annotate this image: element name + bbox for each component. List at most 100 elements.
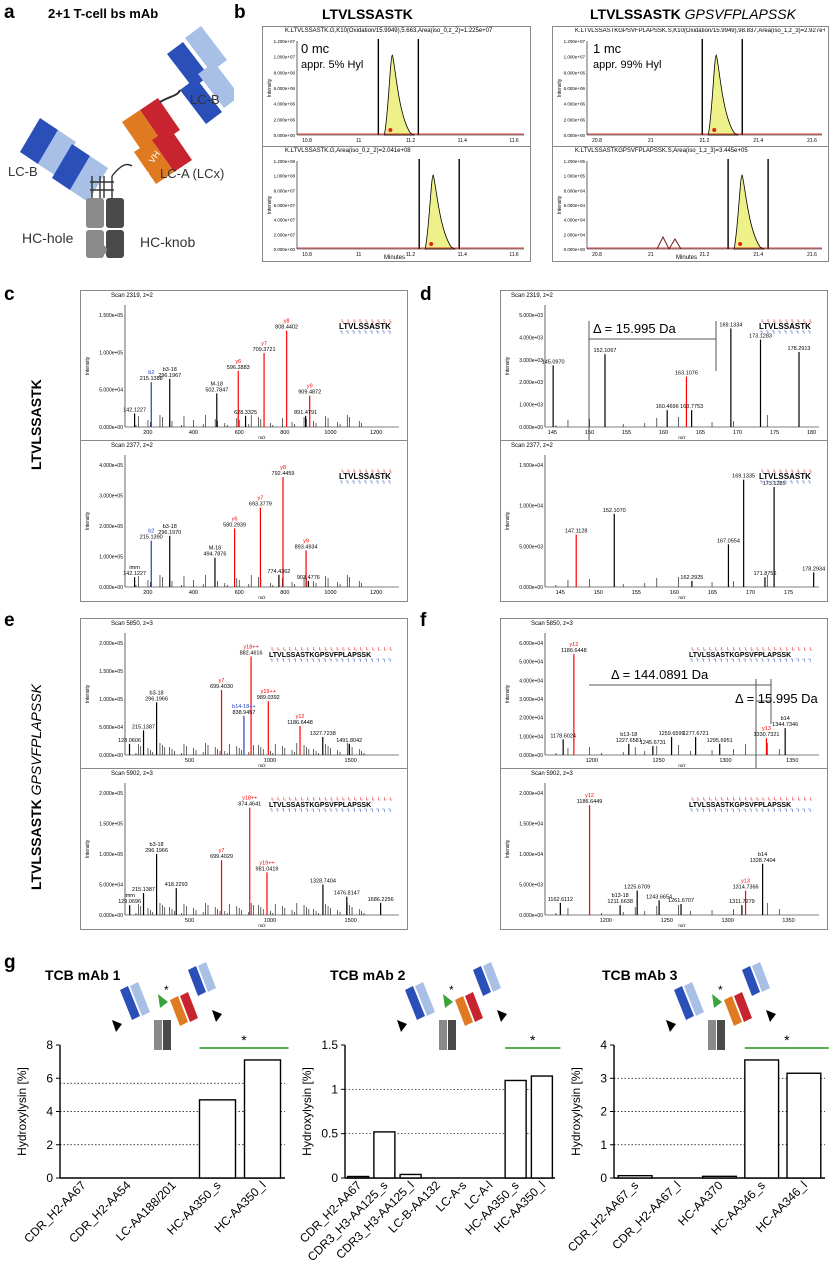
y-tick-label: 0.000e+00 [564,133,586,138]
b-ion-tick [790,330,793,334]
mini-antibody-asterisk: * [718,983,723,997]
y-ion-tick [389,797,393,801]
peak-label: 163.1076 [675,371,698,377]
peak-label: 1277.6721 [683,731,709,737]
x-tick-label: 200 [143,430,152,436]
mini-antibody-fab [170,996,188,1026]
peak-label: 1491.8042 [336,738,362,744]
ion-label: b14 [781,716,790,722]
b-ion-tick [778,658,781,662]
peak-label: 1311.7279 [729,899,755,905]
ion-label: y9 [303,538,309,544]
chrom-annotation-hyl: appr. 99% Hyl [593,59,662,71]
spectrum-f-bottom: 0.000e+00 5.000e+03 1.000e+04 1.500e+04 2.00… [505,783,819,928]
x-tick-label: 145 [556,590,565,596]
y-tick-label: 4.000e+04 [564,218,586,223]
b-ion-tick [772,808,775,812]
y-ion-tick [791,319,794,323]
b-ion-tick [784,480,787,484]
b-ion-tick [802,330,805,334]
x-tick-label: 21 [648,252,654,258]
peak-label: 693.3779 [249,502,272,508]
chromatogram-peak [733,174,765,250]
mini-antibody-site [712,994,722,1008]
y-ion-tick [786,797,789,801]
x-tick-label: 11.4 [458,138,468,144]
bar [744,1059,780,1179]
y-tick-label: 2.000e+07 [274,232,296,237]
peak-label: 296.1967 [158,373,181,379]
b-ion-tick [796,808,799,812]
y-ion-tick [727,647,730,651]
b-ion-tick [808,330,811,334]
sequence-annotation: LTVLSSASTKGPSVFPLAPSSK [689,802,791,809]
y-tick-label: 1.000e+05 [99,852,123,858]
b-ion-tick [346,480,349,484]
y-ion-tick [703,647,706,651]
b-ion-tick [299,808,302,812]
ion-label: y12 [569,642,578,648]
peak-label: 296.1966 [145,848,168,854]
y-ion-tick [785,319,788,323]
mini-antibody-fab [180,992,198,1022]
b-ion-tick [388,808,391,812]
fc-region [86,198,124,258]
peak-label: 502.7847 [205,387,228,393]
y-ion-tick [773,469,776,473]
chart-title: TCB mAb 1 [45,967,121,983]
y-ion-tick [341,319,344,323]
b-ion-tick [388,658,391,662]
y-tick-label: 6.000e+06 [564,86,586,91]
x-tick-label: 160 [670,590,679,596]
ion-label: b3-18 [163,367,177,373]
b-ion-tick [695,808,699,812]
y-tick-label: 1.000e+05 [99,697,123,703]
delta-label-1: Δ = 144.0891 Da [611,667,709,682]
x-tick-label: 1000 [324,430,336,436]
b-ion-tick [346,808,350,812]
b-ion-tick [370,330,373,334]
side-label-cd: LTVLSSASTK [28,379,44,470]
b-ion-tick [376,808,379,812]
scan-label: Scan 5902, z=3 [531,771,573,777]
scan-label: Scan 2319, z=2 [511,293,553,299]
x-tick-label: 1250 [661,918,673,924]
x-tick-label: 165 [708,590,717,596]
y-tick-label: 4 [600,1038,607,1052]
y-ion-tick [779,319,782,323]
b-ion-tick [323,658,326,662]
mini-antibody-fab [198,962,216,992]
b-ion-tick [340,808,344,812]
y-tick-label: 0 [331,1171,338,1185]
x-tick-label: 1200 [370,590,382,596]
x-tick-label: 1200 [600,918,612,924]
b-ion-tick [382,658,385,662]
y-ion-tick [383,319,386,323]
y-axis-label: Hydroxylysin [%] [569,1067,583,1156]
b-ion-tick [311,808,314,812]
ms-d-bottom: Scan 2377, z=2 0.000e+00 5.000e+03 1.000e+… [500,440,828,602]
y-ion-tick [744,647,748,651]
mini-antibody-fab [120,986,140,1020]
panel-letter-c: c [4,284,15,305]
y-tick-label: 5.000e+03 [519,544,543,550]
peak-label: 163.7753 [680,404,703,410]
y-ion-tick [372,647,375,651]
y-ion-tick [809,797,813,801]
y-tick-label: 0.000e+00 [519,425,543,431]
mini-antibody-fab [465,992,483,1022]
y-tick-label: 1.200e+07 [274,39,296,44]
b-ion-tick [388,330,391,334]
b-ion-tick [766,808,770,812]
b-ion-tick [760,480,763,484]
b-ion-tick [287,658,290,662]
peak-label: 215.1387 [132,887,155,893]
x-tick-label: 21.6 [807,252,817,258]
y-ion-tick [389,469,392,473]
chrom-annotation-mc: 1 mc [593,41,622,56]
peak-label: 1186.6448 [561,648,587,654]
ms-e-top: Scan 5850, z=3 0.000e+00 5.000e+04 1.000e+… [80,618,408,770]
sequence-annotation: LTVLSSASTK [339,472,391,481]
spectrum-c-top: 0.000e+00 5.000e+04 1.000e+05 1.500e+05 200 4… [85,305,399,440]
b-ion-tick [778,330,781,334]
